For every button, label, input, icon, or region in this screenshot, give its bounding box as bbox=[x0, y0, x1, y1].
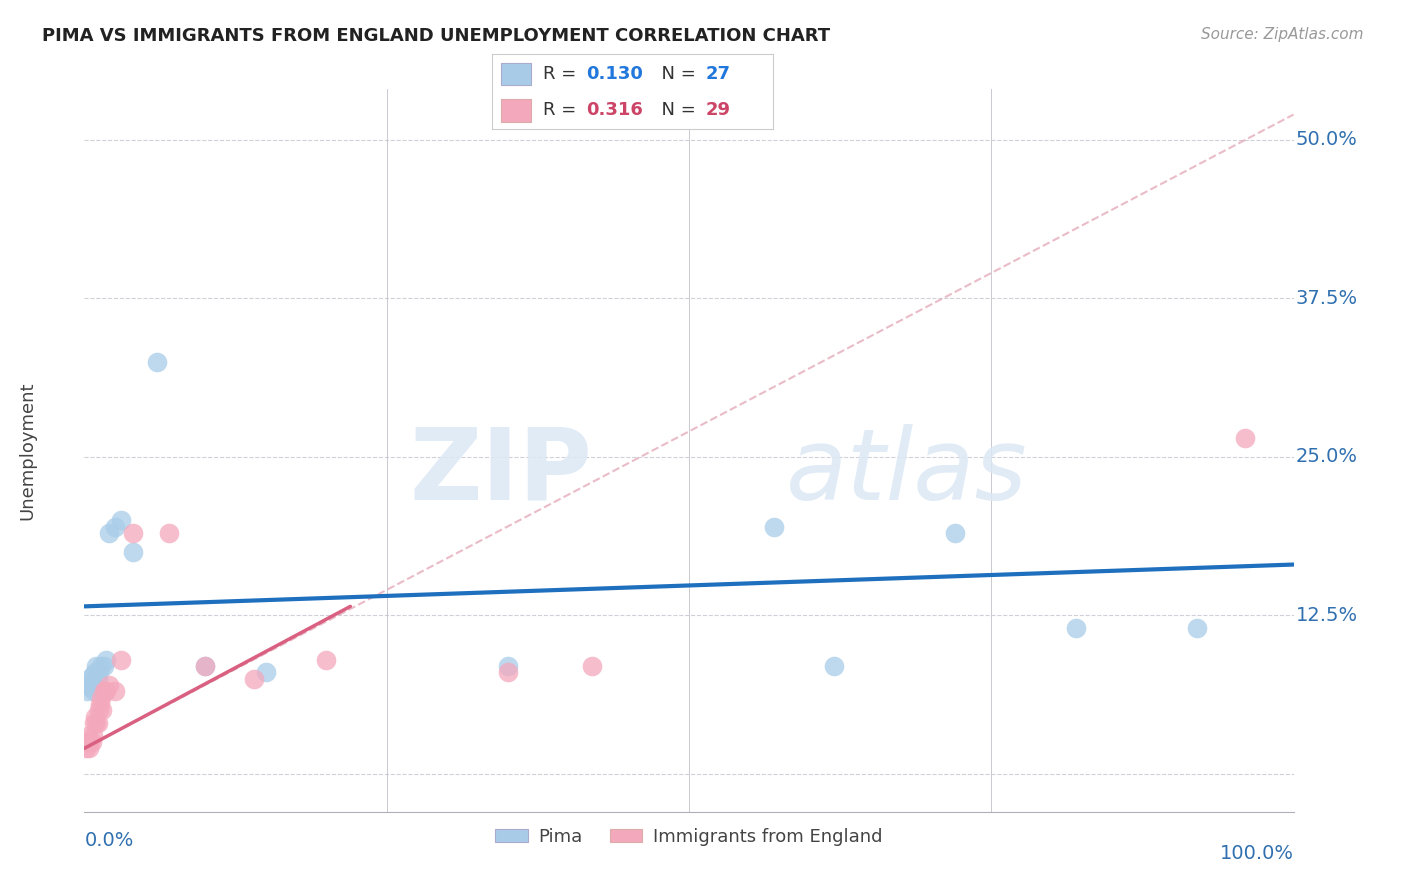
Point bbox=[82, 729, 104, 743]
Point bbox=[496, 659, 519, 673]
Point bbox=[86, 672, 108, 686]
Point bbox=[581, 659, 603, 673]
Point bbox=[83, 716, 105, 731]
Point bbox=[80, 675, 103, 690]
Point bbox=[194, 659, 217, 673]
Point bbox=[82, 668, 104, 682]
Point bbox=[315, 652, 337, 666]
Point bbox=[77, 678, 100, 692]
Text: atlas: atlas bbox=[786, 424, 1028, 521]
Text: Unemployment: Unemployment bbox=[18, 381, 37, 520]
Text: 29: 29 bbox=[706, 102, 731, 120]
Point bbox=[496, 665, 519, 680]
Point bbox=[254, 665, 277, 680]
Point bbox=[79, 735, 101, 749]
Point bbox=[93, 659, 115, 673]
Point bbox=[110, 652, 132, 666]
FancyBboxPatch shape bbox=[501, 99, 531, 122]
Point bbox=[121, 525, 143, 540]
FancyBboxPatch shape bbox=[501, 62, 531, 86]
Point bbox=[83, 684, 105, 698]
Point bbox=[97, 525, 120, 540]
Point bbox=[77, 741, 100, 756]
Point bbox=[76, 735, 98, 749]
Point bbox=[94, 652, 117, 666]
Point bbox=[1064, 621, 1087, 635]
Text: R =: R = bbox=[543, 65, 582, 83]
Text: PIMA VS IMMIGRANTS FROM ENGLAND UNEMPLOYMENT CORRELATION CHART: PIMA VS IMMIGRANTS FROM ENGLAND UNEMPLOY… bbox=[42, 27, 831, 45]
Point bbox=[1234, 431, 1257, 445]
Text: 100.0%: 100.0% bbox=[1219, 844, 1294, 863]
Point bbox=[90, 659, 112, 673]
Text: N =: N = bbox=[650, 65, 702, 83]
Point bbox=[121, 545, 143, 559]
Point bbox=[146, 355, 169, 369]
Point bbox=[87, 703, 110, 717]
Point bbox=[93, 684, 115, 698]
Point bbox=[76, 684, 98, 698]
Text: 0.316: 0.316 bbox=[586, 102, 643, 120]
Point bbox=[77, 672, 100, 686]
Text: 27: 27 bbox=[706, 65, 731, 83]
Legend: Pima, Immigrants from England: Pima, Immigrants from England bbox=[488, 821, 890, 854]
Point bbox=[242, 672, 264, 686]
Text: N =: N = bbox=[650, 102, 702, 120]
Point bbox=[1185, 621, 1208, 635]
Point bbox=[110, 513, 132, 527]
Point bbox=[104, 684, 127, 698]
Text: 25.0%: 25.0% bbox=[1296, 447, 1358, 467]
Point bbox=[194, 659, 217, 673]
Point bbox=[89, 697, 111, 711]
Text: 37.5%: 37.5% bbox=[1296, 289, 1358, 308]
Point bbox=[86, 716, 108, 731]
Point bbox=[91, 703, 114, 717]
Point bbox=[94, 684, 117, 698]
Point bbox=[77, 729, 100, 743]
Point bbox=[80, 735, 103, 749]
Point bbox=[762, 519, 785, 533]
Point bbox=[943, 525, 966, 540]
Text: Source: ZipAtlas.com: Source: ZipAtlas.com bbox=[1201, 27, 1364, 42]
Text: 50.0%: 50.0% bbox=[1296, 130, 1358, 149]
Point bbox=[79, 681, 101, 695]
Text: 0.130: 0.130 bbox=[586, 65, 643, 83]
Point bbox=[97, 678, 120, 692]
Point bbox=[86, 659, 108, 673]
Point bbox=[94, 684, 117, 698]
Point bbox=[86, 716, 108, 731]
Text: 12.5%: 12.5% bbox=[1296, 606, 1358, 624]
Point bbox=[157, 525, 180, 540]
Point bbox=[84, 709, 107, 723]
Point bbox=[90, 690, 112, 705]
Point bbox=[104, 519, 127, 533]
Point bbox=[87, 665, 110, 680]
Point bbox=[823, 659, 845, 673]
Text: 0.0%: 0.0% bbox=[84, 830, 134, 850]
Text: R =: R = bbox=[543, 102, 582, 120]
Point bbox=[84, 665, 107, 680]
Point bbox=[75, 741, 97, 756]
Text: ZIP: ZIP bbox=[409, 424, 592, 521]
